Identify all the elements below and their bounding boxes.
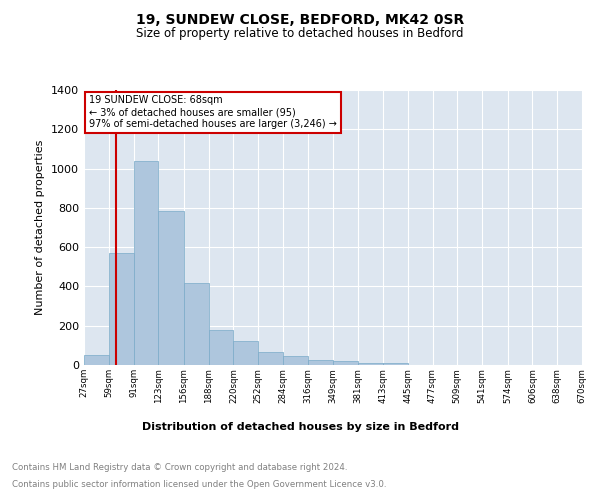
Bar — [383, 363, 408, 365]
Bar — [184, 282, 209, 365]
Text: Contains HM Land Registry data © Crown copyright and database right 2024.: Contains HM Land Registry data © Crown c… — [12, 462, 347, 471]
Y-axis label: Number of detached properties: Number of detached properties — [35, 140, 46, 315]
Bar — [233, 342, 258, 365]
Bar — [358, 362, 383, 365]
Text: 19 SUNDEW CLOSE: 68sqm
← 3% of detached houses are smaller (95)
97% of semi-deta: 19 SUNDEW CLOSE: 68sqm ← 3% of detached … — [89, 96, 337, 128]
Bar — [283, 356, 308, 365]
Text: Distribution of detached houses by size in Bedford: Distribution of detached houses by size … — [142, 422, 458, 432]
Text: Contains public sector information licensed under the Open Government Licence v3: Contains public sector information licen… — [12, 480, 386, 489]
Bar — [158, 211, 184, 365]
Bar — [109, 253, 134, 365]
Bar — [258, 352, 283, 365]
Bar — [84, 355, 109, 365]
Bar — [209, 330, 233, 365]
Bar — [334, 361, 358, 365]
Bar — [134, 160, 158, 365]
Bar — [308, 360, 334, 365]
Text: 19, SUNDEW CLOSE, BEDFORD, MK42 0SR: 19, SUNDEW CLOSE, BEDFORD, MK42 0SR — [136, 12, 464, 26]
Text: Size of property relative to detached houses in Bedford: Size of property relative to detached ho… — [136, 28, 464, 40]
